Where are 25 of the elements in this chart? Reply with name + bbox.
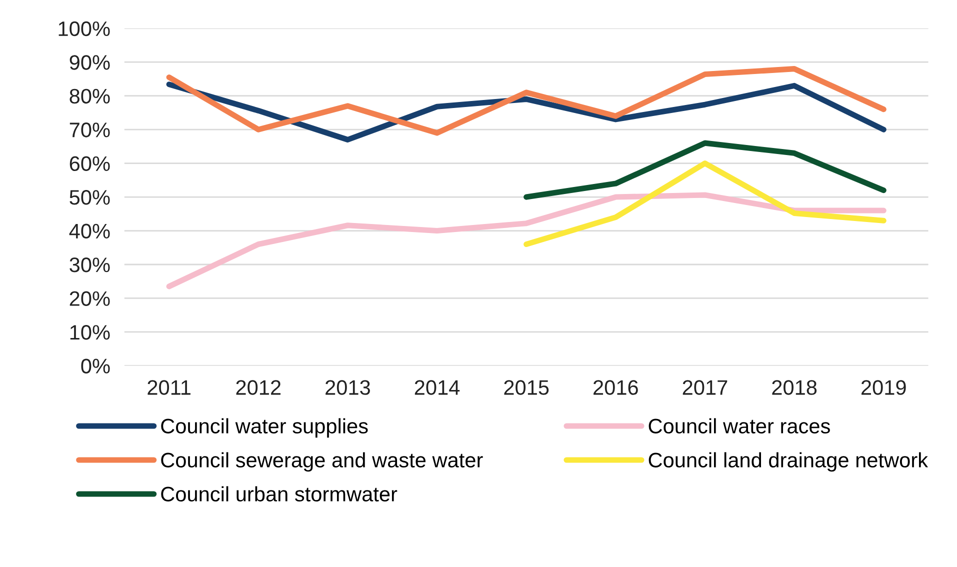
x-tick-label: 2013 bbox=[326, 380, 370, 395]
x-tick-label: 2011 bbox=[148, 380, 190, 395]
y-tick-label: 90% bbox=[70, 55, 110, 70]
legend-label: Council land drainage network bbox=[648, 452, 928, 472]
legend-label: Council water supplies bbox=[161, 418, 368, 438]
legend-label: Council sewerage and waste water bbox=[161, 452, 483, 472]
y-tick-label: 50% bbox=[70, 190, 110, 205]
y-tick-label: 40% bbox=[69, 224, 110, 239]
x-tick-label: 2015 bbox=[504, 380, 549, 395]
y-tick-label: 0% bbox=[81, 358, 110, 374]
y-tick-label: 70% bbox=[70, 122, 110, 138]
legend-label: Council urban stormwater bbox=[161, 486, 398, 502]
x-tick-label: 2019 bbox=[862, 380, 906, 395]
legend-label: Council water races bbox=[648, 418, 830, 434]
x-tick-label: 2014 bbox=[414, 380, 460, 395]
x-tick-label: 2017 bbox=[682, 380, 728, 395]
y-tick-label: 20% bbox=[70, 291, 110, 306]
y-tick-label: 80% bbox=[70, 88, 110, 104]
x-tick-label: 2016 bbox=[594, 380, 638, 395]
x-tick-label: 2018 bbox=[772, 380, 817, 395]
y-tick-label: 10% bbox=[70, 324, 110, 340]
y-tick-label: 30% bbox=[70, 258, 110, 272]
y-tick-label: 100% bbox=[58, 21, 110, 36]
y-tick-label: 60% bbox=[70, 156, 110, 172]
x-tick-label: 2012 bbox=[236, 380, 281, 395]
